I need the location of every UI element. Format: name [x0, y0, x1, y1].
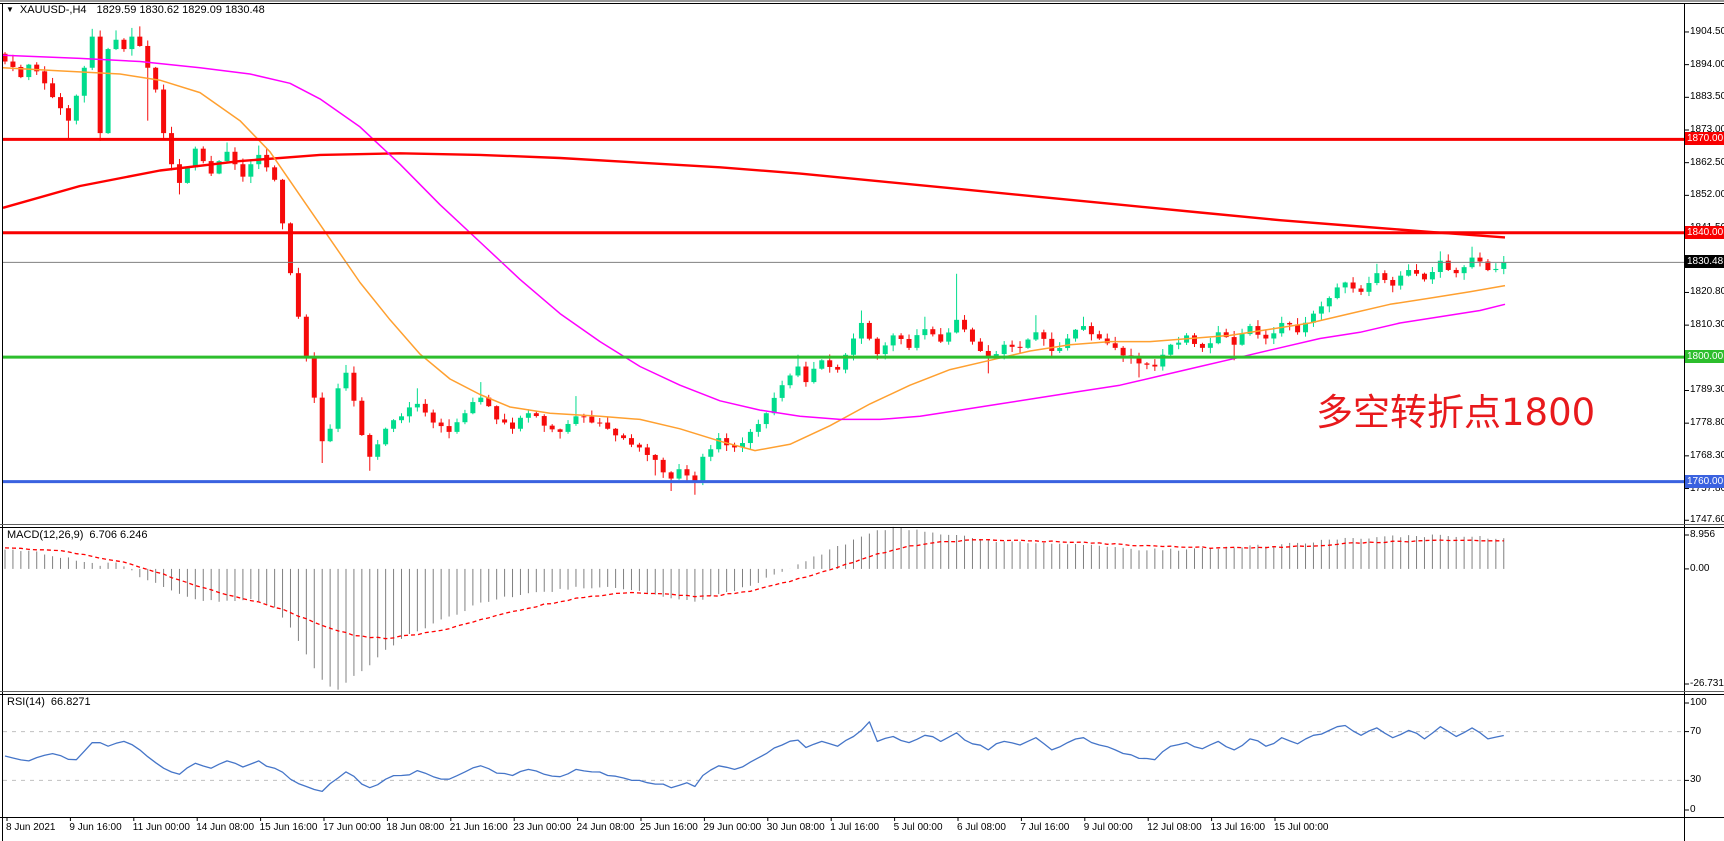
- time-tick-label: 29 Jun 00:00: [703, 822, 762, 833]
- price-tick-label: 1747.60: [1690, 514, 1724, 526]
- price-tick-label: 1778.80: [1690, 417, 1724, 429]
- time-tick-label: 5 Jul 00:00: [893, 822, 943, 833]
- time-tick-label: 13 Jul 16:00: [1210, 822, 1266, 833]
- level-price-badge: 1870.00: [1685, 132, 1724, 146]
- time-tick-label: 30 Jun 08:00: [766, 822, 825, 833]
- ma-slow-line: [2, 152, 1506, 239]
- price-tick-label: 1757.80: [1690, 482, 1724, 494]
- candles-layer: [2, 26, 1507, 495]
- rsi-tick-label: 100: [1690, 697, 1707, 708]
- time-tick-label: 11 Jun 00:00: [132, 822, 190, 833]
- chart-title: ▼ XAUUSD-,H4 1829.59 1830.62 1829.09 1830.…: [6, 4, 265, 16]
- price-tick-label: 1768.30: [1690, 449, 1724, 461]
- price-tick-label: 1820.80: [1690, 286, 1724, 298]
- price-tick-label: 1883.50: [1690, 91, 1724, 103]
- ma-fast-line: [2, 66, 1506, 452]
- time-tick-label: 8 Jun 2021: [6, 822, 56, 833]
- current-price-badge: 1830.48: [1685, 255, 1724, 269]
- rsi-levels: [3, 731, 1684, 781]
- macd-tick-label: 0.00: [1690, 562, 1710, 574]
- time-tick-label: 15 Jul 00:00: [1274, 822, 1329, 833]
- time-tick-label: 24 Jun 08:00: [576, 822, 635, 833]
- symbol-dropdown-icon[interactable]: ▼: [6, 5, 14, 14]
- time-tick-label: 14 Jun 08:00: [196, 822, 255, 833]
- time-tick-label: 23 Jun 00:00: [513, 822, 572, 833]
- price-tick-label: 1904.50: [1690, 25, 1724, 37]
- time-tick-label: 15 Jun 16:00: [259, 822, 318, 833]
- rsi-name: RSI(14): [7, 696, 45, 708]
- chart-text-annotation: 多空转折点1800: [1316, 391, 1596, 434]
- time-tick-label: 7 Jul 16:00: [1020, 822, 1070, 833]
- time-ticks: [6, 818, 1276, 821]
- time-tick-label: 25 Jun 16:00: [640, 822, 698, 833]
- level-price-badge: 1760.00: [1685, 474, 1724, 488]
- time-tick-label: 6 Jul 08:00: [957, 822, 1006, 833]
- price-tick-label: 1810.30: [1690, 319, 1724, 331]
- macd-tick-label: -26.731: [1690, 678, 1724, 689]
- macd-indicator-label: MACD(12,26,9) 6.706 6.246: [7, 529, 148, 541]
- macd-name: MACD(12,26,9): [7, 529, 84, 541]
- level-price-badge: 1800.00: [1685, 350, 1724, 364]
- macd-histogram: [4, 526, 1505, 690]
- macd-signal-line: [4, 539, 1504, 640]
- rsi-tick-label: 70: [1690, 725, 1702, 737]
- price-tick-label: 1789.30: [1690, 384, 1724, 396]
- time-tick-label: 9 Jun 16:00: [69, 822, 122, 833]
- level-price-badge: 1840.00: [1685, 225, 1724, 239]
- time-tick-label: 17 Jun 00:00: [323, 822, 381, 833]
- symbol-timeframe-label: XAUUSD-,H4: [19, 4, 87, 16]
- price-tick-label: 1873.00: [1690, 123, 1724, 135]
- ma-mid-line: [2, 54, 1506, 421]
- rsi-tick-label: 0: [1690, 804, 1696, 815]
- rsi-line: [4, 721, 1504, 793]
- rsi-tick-label: 30: [1690, 774, 1702, 786]
- time-tick-label: 21 Jun 16:00: [449, 822, 508, 833]
- time-tick-label: 1 Jul 16:00: [830, 822, 880, 833]
- axis-ticks: [1684, 31, 1689, 811]
- price-tick-label: 1862.50: [1690, 156, 1724, 168]
- rsi-value: 66.8271: [50, 696, 91, 708]
- time-tick-label: 9 Jul 00:00: [1083, 822, 1133, 833]
- ohlc-readout: 1829.59 1830.62 1829.09 1830.48: [96, 4, 265, 16]
- time-tick-label: 18 Jun 08:00: [386, 822, 445, 833]
- price-tick-label: 1852.00: [1690, 189, 1724, 201]
- level-lines: [3, 137, 1684, 484]
- rsi-indicator-label: RSI(14) 66.8271: [7, 696, 91, 708]
- macd-values: 6.706 6.246: [89, 529, 148, 541]
- macd-tick-label: 8.956: [1690, 529, 1716, 540]
- time-tick-label: 12 Jul 08:00: [1147, 822, 1202, 833]
- price-tick-label: 1894.00: [1690, 58, 1724, 70]
